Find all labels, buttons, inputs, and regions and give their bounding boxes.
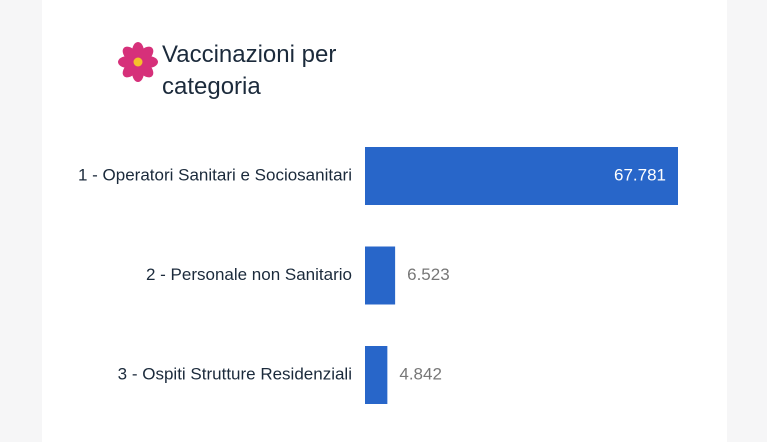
bar [365, 147, 678, 205]
bar [365, 346, 388, 404]
value-label: 6.523 [407, 265, 450, 284]
category-label: 2 - Personale non Sanitario [146, 265, 352, 284]
flower-icon [118, 42, 158, 82]
category-label: 3 - Ospiti Strutture Residenziali [118, 364, 352, 383]
value-label: 67.781 [614, 165, 666, 184]
value-label: 4.842 [399, 364, 442, 383]
category-label: 1 - Operatori Sanitari e Sociosanitari [78, 165, 352, 184]
bar [365, 246, 396, 305]
chart-title: Vaccinazioni per categoria [162, 41, 337, 100]
